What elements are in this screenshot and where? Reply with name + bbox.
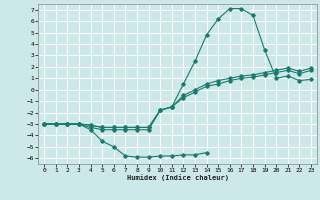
X-axis label: Humidex (Indice chaleur): Humidex (Indice chaleur) <box>127 175 228 181</box>
